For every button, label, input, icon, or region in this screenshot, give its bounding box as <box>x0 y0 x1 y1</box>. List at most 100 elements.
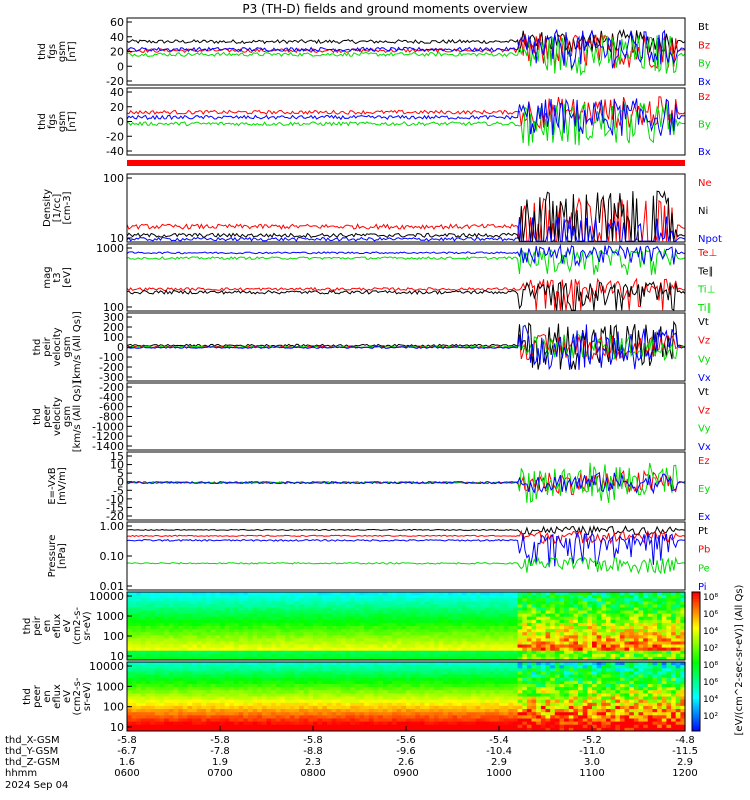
heatmap-cell <box>178 709 184 713</box>
heatmap-cell <box>433 598 440 602</box>
heatmap-cell <box>266 644 272 649</box>
heatmap-cell <box>178 693 184 697</box>
heatmap-cell <box>675 644 681 649</box>
heatmap-cell <box>136 644 142 649</box>
heatmap-cell <box>201 641 207 646</box>
heatmap-cell <box>150 671 156 675</box>
heatmap-cell <box>554 647 560 652</box>
heatmap-cell <box>136 595 142 599</box>
heatmap-cell <box>378 650 384 655</box>
heatmap-cell <box>540 668 547 672</box>
heatmap-cell <box>624 650 630 655</box>
heatmap-cell <box>508 626 514 630</box>
heatmap-cell <box>392 718 398 723</box>
heatmap-cell <box>578 724 584 729</box>
heatmap-cell <box>559 592 565 596</box>
heatmap-cell <box>522 632 528 636</box>
heatmap-cell <box>382 644 388 649</box>
heatmap-cell <box>196 601 202 605</box>
heatmap-cell <box>433 607 440 612</box>
heatmap-cell <box>447 595 454 599</box>
heatmap-cell <box>526 650 533 655</box>
heatmap-cell <box>210 610 216 615</box>
heatmap-cell <box>382 641 388 646</box>
heatmap-cell <box>233 598 240 602</box>
heatmap-cell <box>322 687 328 691</box>
heatmap-cell <box>433 641 440 646</box>
heatmap-cell <box>638 656 644 661</box>
heatmap-cell <box>643 601 649 605</box>
heatmap-cell <box>373 619 379 624</box>
heatmap-cell <box>154 671 161 675</box>
heatmap-cell <box>294 610 300 615</box>
heatmap-cell <box>340 622 347 627</box>
heatmap-cell <box>401 601 407 605</box>
heatmap-cell <box>136 684 142 688</box>
heatmap-cell <box>643 641 649 646</box>
heatmap-cell <box>513 601 519 605</box>
heatmap-cell <box>354 653 361 658</box>
heatmap-cell <box>568 699 574 704</box>
heatmap-cell <box>350 653 356 658</box>
heatmap-cell <box>489 724 495 729</box>
heatmap-cell <box>480 668 486 672</box>
heatmap-cell <box>289 668 295 672</box>
heatmap-cell <box>671 650 677 655</box>
heatmap-cell <box>438 647 444 652</box>
heatmap-cell <box>429 653 435 658</box>
heatmap-cell <box>638 653 644 658</box>
heatmap-cell <box>187 702 193 707</box>
heatmap-cell <box>308 715 314 719</box>
heatmap-cell <box>271 626 277 630</box>
heatmap-cell <box>294 727 300 732</box>
heatmap-cell <box>680 595 686 599</box>
heatmap-cell <box>457 677 463 682</box>
heatmap-cell <box>206 693 212 697</box>
heatmap-cell <box>313 598 319 602</box>
heatmap-cell <box>643 598 649 602</box>
heatmap-cell <box>438 613 444 618</box>
heatmap-cell <box>531 632 537 636</box>
heatmap-cell <box>294 705 300 710</box>
heatmap-cell <box>359 721 365 726</box>
heatmap-cell <box>401 684 407 688</box>
heatmap-cell <box>378 680 384 685</box>
heatmap-cell <box>420 641 426 646</box>
heatmap-cell <box>480 665 486 669</box>
heatmap-cell <box>559 671 565 675</box>
heatmap-cell <box>619 632 626 636</box>
heatmap-cell <box>517 721 523 726</box>
heatmap-cell <box>313 699 319 704</box>
heatmap-cell <box>159 592 165 596</box>
heatmap-cell <box>475 650 481 655</box>
heatmap-cell <box>159 702 165 707</box>
heatmap-cell <box>596 632 602 636</box>
heatmap-cell <box>299 705 305 710</box>
heatmap-cell <box>131 598 137 602</box>
heatmap-cell <box>313 629 319 633</box>
heatmap-cell <box>294 684 300 688</box>
heatmap-cell <box>540 699 547 704</box>
heatmap-cell <box>564 668 570 672</box>
heatmap-cell <box>531 598 537 602</box>
heatmap-cell <box>633 610 640 615</box>
heatmap-cell <box>526 607 533 612</box>
heatmap-cell <box>424 592 430 596</box>
heatmap-cell <box>559 635 565 639</box>
heatmap-cell <box>229 687 235 691</box>
heatmap-cell <box>322 644 328 649</box>
heatmap-cell <box>406 598 412 602</box>
heatmap-cell <box>420 592 426 596</box>
heatmap-cell <box>154 638 161 642</box>
heatmap-cell <box>131 662 137 666</box>
heatmap-cell <box>657 604 663 608</box>
heatmap-cell <box>327 684 333 688</box>
heatmap-cell <box>587 592 593 596</box>
heatmap-cell <box>354 632 361 636</box>
heatmap-cell <box>294 693 300 697</box>
heatmap-cell <box>606 641 612 646</box>
heatmap-cell <box>531 619 537 624</box>
heatmap-cell <box>340 647 347 652</box>
heatmap-cell <box>392 724 398 729</box>
heatmap-cell <box>299 693 305 697</box>
